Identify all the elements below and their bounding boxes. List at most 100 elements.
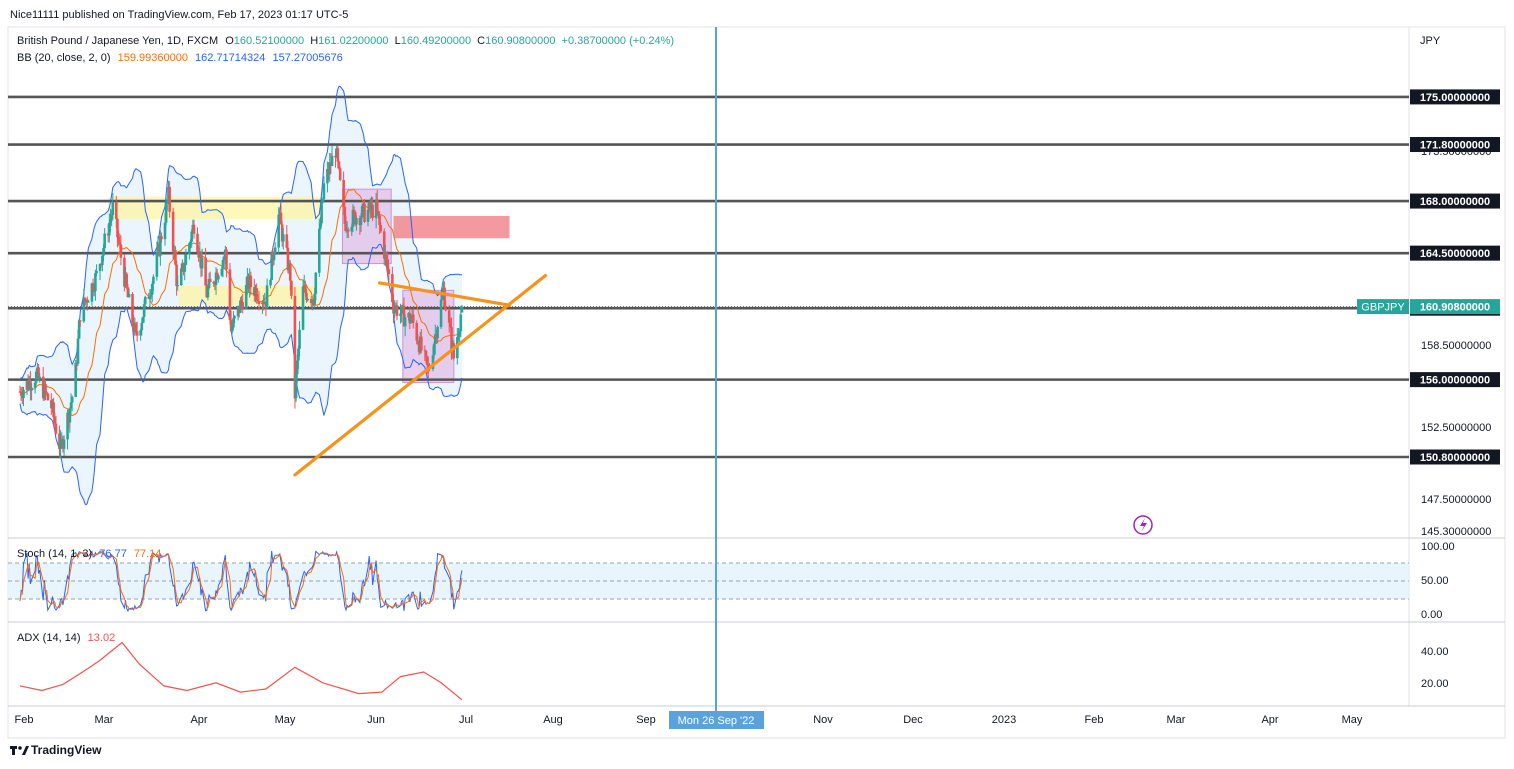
candle <box>403 314 407 337</box>
candle <box>273 242 277 256</box>
candle <box>108 213 111 243</box>
candle-body <box>295 360 299 375</box>
candle <box>415 320 419 345</box>
candle <box>290 280 293 300</box>
candle <box>379 222 383 234</box>
trendline-0[interactable] <box>293 273 548 477</box>
candle <box>257 290 261 311</box>
trendline-1[interactable] <box>378 281 512 307</box>
time-axis-label: Jun <box>367 714 385 726</box>
legend-symbol: British Pound / Japanese Yen, 1D, FXCM <box>17 35 219 47</box>
candle <box>249 271 253 296</box>
candle <box>355 215 358 231</box>
candle-body <box>184 254 188 265</box>
candle <box>382 228 386 266</box>
candle <box>217 274 220 283</box>
bb-upper-line <box>19 85 463 381</box>
candle-body <box>265 285 269 309</box>
candle <box>59 430 62 458</box>
candle-body <box>196 233 199 253</box>
candle <box>70 395 74 411</box>
stoch-legend: Stoch (14, 1, 3) 76.77 77.14 <box>17 548 161 561</box>
candle <box>150 281 154 303</box>
candle <box>241 293 245 314</box>
candle-body <box>207 278 211 289</box>
candle-body <box>272 254 276 261</box>
time-axis-label: Apr <box>1261 714 1278 726</box>
legend-o-label: O <box>225 35 234 47</box>
candle-body <box>432 343 436 356</box>
candle-body <box>240 300 243 303</box>
candle-body <box>363 203 366 222</box>
candle <box>160 232 163 243</box>
candle <box>322 176 326 201</box>
candle-body <box>134 323 138 332</box>
candle-body <box>293 295 297 399</box>
candle-body <box>52 402 55 418</box>
candle-body <box>399 313 402 316</box>
candle-body <box>279 212 283 225</box>
legend-change: +0.38700000 (+0.24%) <box>561 35 675 47</box>
candle <box>82 289 86 323</box>
candle-body <box>114 202 118 219</box>
candle-body <box>444 307 448 311</box>
candle-body <box>458 331 461 336</box>
candle-body <box>22 389 25 398</box>
candle-body <box>125 273 129 288</box>
candle-body <box>82 297 86 322</box>
candle <box>74 359 77 398</box>
candle-body <box>179 268 183 286</box>
candle-body <box>257 300 261 304</box>
candle-body <box>222 256 226 260</box>
candle-body <box>355 218 358 225</box>
candle-body <box>166 201 169 204</box>
lightning-alert-icon[interactable] <box>1133 515 1153 535</box>
supply-zone-0[interactable] <box>393 215 510 239</box>
candle-body <box>92 291 96 293</box>
bb-lower-line <box>19 243 463 506</box>
candle-body <box>297 348 300 361</box>
candle-body <box>149 294 153 297</box>
candle <box>306 297 309 302</box>
candle <box>279 205 283 225</box>
candle-body <box>425 356 429 365</box>
candle-body <box>427 364 430 369</box>
candle-body <box>350 226 354 232</box>
candle-body <box>256 299 260 301</box>
candle <box>221 256 225 278</box>
last-price-badge <box>1410 299 1500 315</box>
candle <box>184 248 188 266</box>
bb-legend: BB (20, close, 2, 0) 159.99360000 162.71… <box>17 52 343 65</box>
candle-body <box>46 393 50 401</box>
candle <box>305 288 308 303</box>
candle-body <box>74 362 77 397</box>
candle <box>200 248 204 277</box>
candle-body <box>459 314 463 332</box>
footer-brand: TradingView <box>31 743 102 757</box>
candle-body <box>38 376 42 379</box>
candle-body <box>450 327 453 351</box>
stoch-k-value: 76.77 <box>99 548 127 560</box>
candle-body <box>244 285 248 309</box>
candle <box>233 315 236 324</box>
candle <box>408 306 412 330</box>
candle-body <box>277 214 280 248</box>
adx-value: 13.02 <box>87 632 116 644</box>
candle <box>188 241 191 260</box>
candle-body <box>270 251 274 280</box>
candle-body <box>280 224 284 242</box>
legend-h-label: H <box>310 35 319 47</box>
candle-body <box>400 305 403 314</box>
candle <box>175 260 178 296</box>
candle-body <box>457 335 460 338</box>
highlight-zone-4[interactable] <box>178 285 317 306</box>
trendlines <box>293 273 548 477</box>
candle-body <box>90 283 94 302</box>
time-axis-label: Nov <box>813 714 833 726</box>
candle-body <box>314 272 318 294</box>
candle <box>449 318 452 328</box>
candle-body <box>217 275 220 280</box>
candle-body <box>148 296 152 299</box>
candle-body <box>212 282 216 284</box>
